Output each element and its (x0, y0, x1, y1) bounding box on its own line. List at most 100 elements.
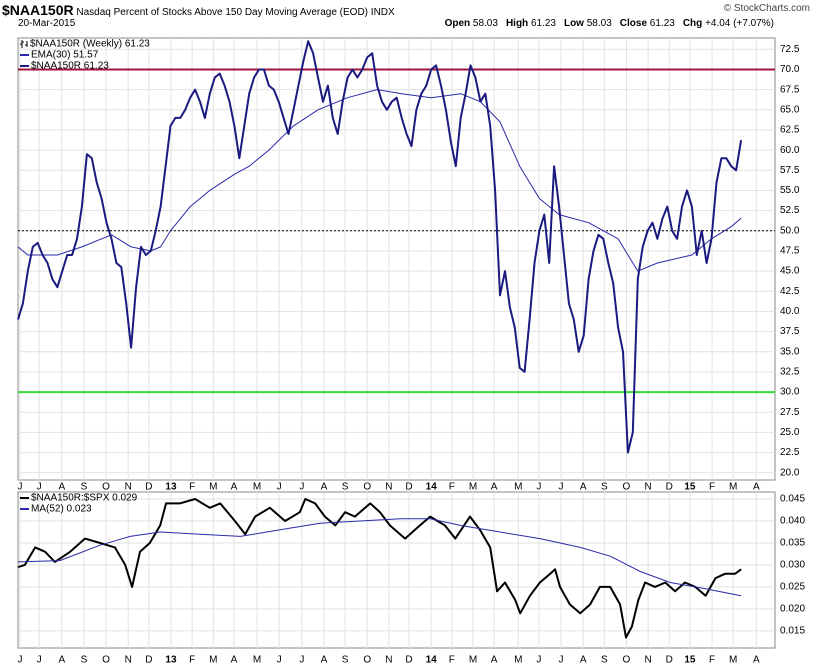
y-tick-label: 50.0 (780, 225, 800, 236)
y-tick-label: 40.0 (780, 306, 800, 317)
quote-item: Chg +4.04 (+7.07%) (683, 18, 774, 29)
quote-item: Open 58.03 (445, 18, 498, 29)
quote-label: Open (444, 18, 471, 29)
quote: Open 58.03 High 61.23 Low 58.03 Close 61.23… (437, 18, 774, 29)
date: 20-Mar-2015 (18, 18, 76, 29)
x-tick-label: M (729, 482, 737, 493)
quote-label: Low (563, 18, 584, 29)
x-tick-label: N (644, 655, 651, 666)
x-tick-label: A (231, 482, 238, 493)
x-tick-label: M (514, 655, 522, 666)
x-tick-label: 14 (426, 655, 438, 666)
y-tick-label: 20.0 (780, 467, 800, 478)
y-tick-label: 0.045 (780, 494, 805, 505)
x-tick-label: S (342, 482, 349, 493)
x-tick-label: M (253, 482, 261, 493)
x-tick-label: F (189, 655, 195, 666)
legend-icon (20, 40, 28, 48)
legend-label: $NAA150R:$SPX 0.029 (31, 493, 138, 504)
plot-area (17, 37, 776, 481)
y-tick-label: 52.5 (780, 205, 800, 216)
x-tick-label: D (666, 655, 673, 666)
x-tick-label: M (514, 482, 522, 493)
y-tick-label: 22.5 (780, 447, 800, 458)
x-tick-label: J (277, 482, 282, 493)
quote-value: 61.23 (649, 18, 675, 29)
quote-label: Close (619, 18, 648, 29)
x-tick-label: A (491, 482, 498, 493)
x-tick-label: O (623, 655, 631, 666)
x-tick-label: J (559, 482, 564, 493)
title-row: $NAA150R Nasdaq Percent of Stocks Above … (2, 2, 395, 18)
quote-value: 61.23 (530, 18, 556, 29)
y-tick-label: 62.5 (780, 125, 800, 136)
x-tick-label: O (102, 655, 110, 666)
x-tick-label: D (145, 482, 152, 493)
x-tick-label: A (753, 482, 760, 493)
series-line (17, 518, 742, 597)
x-tick-label: O (363, 655, 371, 666)
x-tick-label: A (491, 655, 498, 666)
legend-label: EMA(30) 51.57 (31, 50, 99, 61)
y-tick-label: 57.5 (780, 165, 800, 176)
x-tick-label: M (253, 655, 261, 666)
x-tick-label: D (666, 482, 673, 493)
x-tick-label: 15 (684, 482, 696, 493)
x-tick-label: F (449, 482, 455, 493)
y-tick-label: 47.5 (780, 246, 800, 257)
x-tick-label: A (321, 482, 328, 493)
x-tick-label: J (17, 482, 22, 493)
plot-area (17, 491, 776, 649)
x-tick-label: M (209, 655, 217, 666)
x-tick-label: 13 (165, 655, 177, 666)
y-tick-label: 0.040 (780, 516, 805, 527)
y-tick-label: 30.0 (780, 387, 800, 398)
quote-item: Close 61.23 (620, 18, 675, 29)
credit: © StockCharts.com (723, 3, 810, 14)
x-tick-label: S (342, 655, 349, 666)
x-tick-label: F (709, 655, 715, 666)
y-tick-label: 60.0 (780, 145, 800, 156)
x-tick-label: O (102, 482, 110, 493)
x-tick-label: J (37, 482, 42, 493)
legend-label: $NAA150R 61.23 (31, 61, 109, 72)
legend-label: $NAA150R (Weekly) 61.23 (30, 39, 150, 50)
y-tick-label: 72.5 (780, 44, 800, 55)
quote-item: High 61.23 (506, 18, 556, 29)
x-tick-label: S (601, 482, 608, 493)
x-tick-label: J (559, 655, 564, 666)
y-tick-label: 55.0 (780, 185, 800, 196)
x-tick-label: M (209, 482, 217, 493)
quote-value: 58.03 (472, 18, 498, 29)
x-tick-label: A (753, 655, 760, 666)
y-tick-label: 65.0 (780, 104, 800, 115)
y-tick-label: 35.0 (780, 346, 800, 357)
x-tick-label: M (469, 655, 477, 666)
x-tick-label: A (321, 655, 328, 666)
series-line (17, 40, 743, 454)
y-tick-label: 42.5 (780, 286, 800, 297)
exchange: INDX (370, 7, 395, 18)
x-tick-label: 13 (165, 482, 177, 493)
quote-label: High (505, 18, 529, 29)
x-tick-label: M (469, 482, 477, 493)
x-tick-label: J (299, 482, 304, 493)
y-tick-label: 0.020 (780, 604, 805, 615)
x-tick-label: J (536, 655, 541, 666)
x-tick-label: J (37, 655, 42, 666)
x-tick-label: J (17, 655, 22, 666)
x-tick-label: J (299, 655, 304, 666)
x-tick-label: N (125, 655, 132, 666)
x-tick-label: A (58, 482, 65, 493)
x-tick-label: F (449, 655, 455, 666)
x-tick-label: F (189, 482, 195, 493)
series-line (17, 498, 742, 639)
x-tick-label: 14 (426, 482, 438, 493)
quote-label: Chg (682, 18, 703, 29)
quote-value: 58.03 (586, 18, 612, 29)
x-tick-label: D (405, 655, 412, 666)
description: Nasdaq Percent of Stocks Above 150 Day M… (76, 7, 369, 18)
